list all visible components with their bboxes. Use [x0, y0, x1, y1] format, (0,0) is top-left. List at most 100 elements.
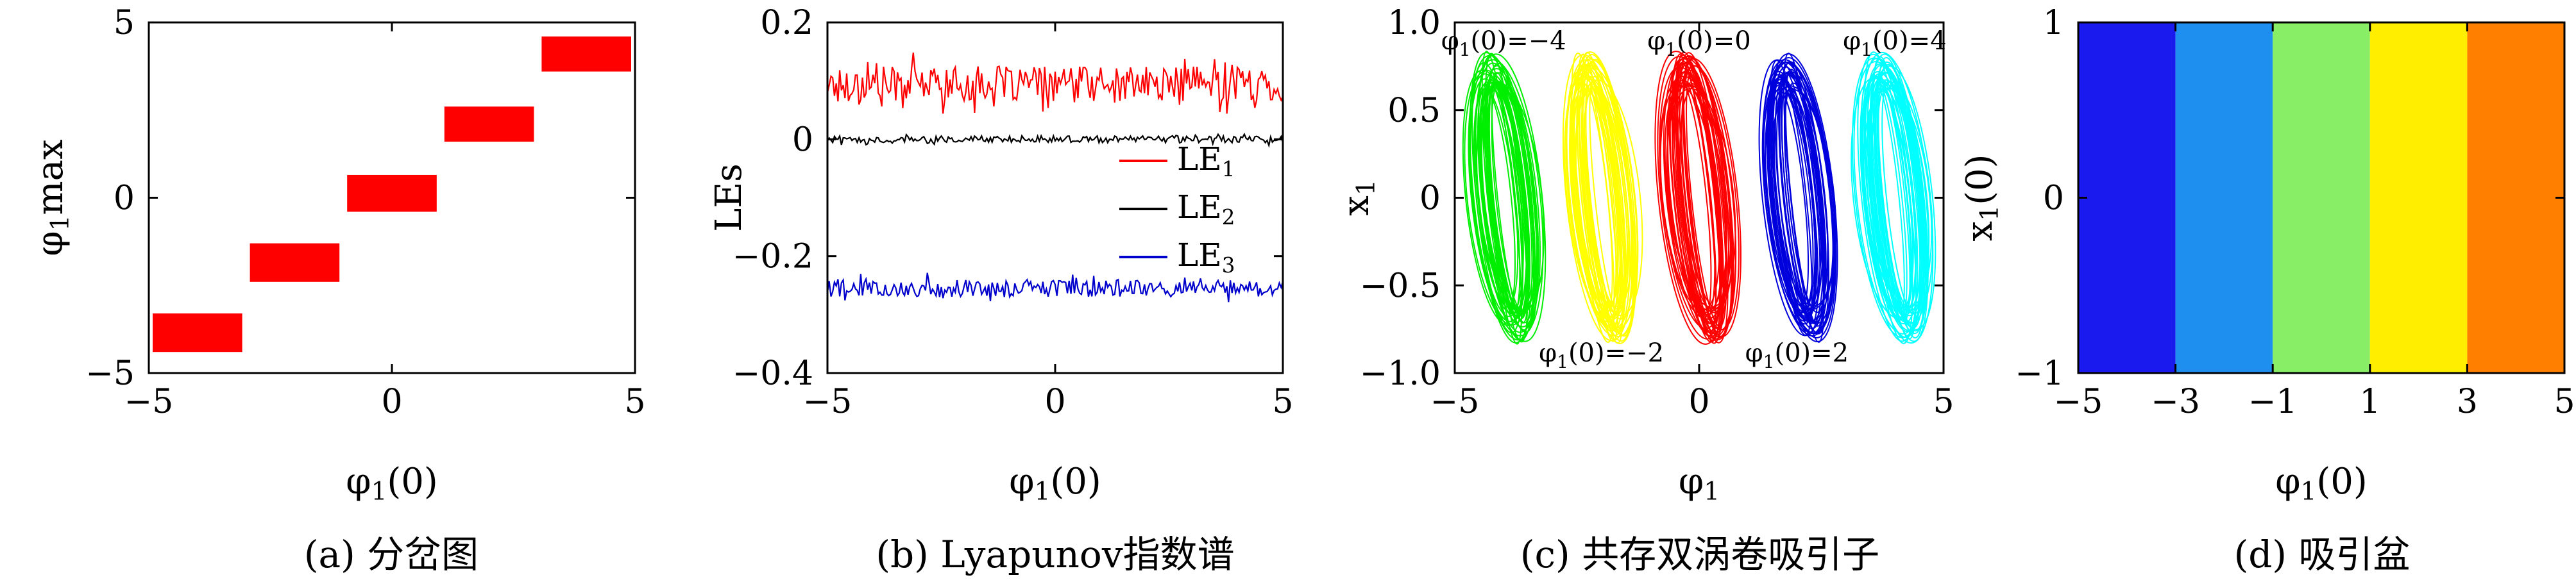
orbit-loop [1478, 68, 1541, 328]
x-tick-label: −1 [2248, 383, 2298, 421]
orbit-loop [1674, 55, 1734, 340]
x-tick-label: 5 [2554, 383, 2575, 421]
band-2 [347, 174, 437, 212]
orbit-loop [1581, 62, 1625, 333]
y-tick-label: 5 [114, 4, 135, 42]
attractor-label-1: φ1(0)=−2 [1539, 338, 1664, 372]
x-tick-label: −5 [124, 383, 174, 421]
y-tick-label: −0.4 [733, 354, 813, 393]
orbit-loop [1677, 82, 1727, 313]
x-tick-label: −3 [2151, 383, 2200, 421]
orbit-loop [1767, 53, 1838, 343]
y-tick-label: 1.0 [1387, 4, 1441, 42]
orbit-loop [1566, 69, 1622, 327]
orbit-loop [1569, 63, 1627, 332]
y-tick-label: −5 [85, 354, 135, 393]
x-tick-label: 0 [1688, 383, 1709, 421]
series-line-LE1 [826, 52, 1284, 114]
y-tick-label: 0.5 [1387, 92, 1441, 130]
x-tick-label: 5 [1933, 383, 1954, 421]
orbit-loop [1486, 62, 1538, 333]
y-tick-label: 0 [1419, 179, 1441, 218]
basin-region-2 [2273, 22, 2370, 373]
band-3 [444, 106, 534, 142]
x-tick-label: −5 [2054, 383, 2103, 421]
orbit-loop [1469, 52, 1533, 344]
series-line-LE3 [826, 272, 1284, 303]
orbit-loop [1462, 69, 1529, 326]
orbit-loop [1779, 61, 1829, 335]
panel-caption: (b) Lyapunov指数谱 [876, 533, 1234, 576]
orbit-loop [1778, 71, 1826, 325]
y-tick-label: −0.5 [1360, 267, 1441, 305]
orbit-loop [1769, 60, 1813, 336]
orbit-loop [1761, 62, 1836, 334]
legend-label-LE3: LE3 [1177, 237, 1235, 278]
attractor-0 [1462, 51, 1546, 345]
x-tick-label: 5 [1272, 383, 1293, 421]
orbit-loop [1580, 88, 1617, 307]
legend-label-LE1: LE1 [1177, 140, 1235, 181]
x-tick-label: 3 [2457, 383, 2478, 421]
x-axis-label: φ1(0) [346, 461, 437, 506]
orbit-loop [1666, 56, 1737, 340]
orbit-loop [1871, 73, 1911, 322]
orbit-loop [1860, 51, 1934, 344]
attractor-2 [1654, 51, 1741, 345]
orbit-loop [1686, 68, 1727, 328]
orbit-loop [1775, 71, 1834, 324]
y-axis-label: φ1max [30, 139, 75, 256]
attractor-label-3: φ1(0)=2 [1745, 338, 1849, 372]
basin-region-0 [2078, 22, 2176, 373]
orbit-loop [1485, 53, 1529, 343]
band-4 [541, 36, 631, 72]
orbit-loop [1659, 82, 1727, 313]
attractor-4 [1851, 51, 1936, 344]
orbit-loop [1578, 78, 1619, 317]
attractor-label-2: φ1(0)=0 [1647, 26, 1750, 60]
orbit-loop [1767, 72, 1829, 323]
band-1 [250, 243, 340, 282]
x-tick-label: 1 [2359, 383, 2380, 421]
x-tick-label: −5 [803, 383, 852, 421]
band-0 [153, 313, 242, 353]
basin-region-1 [2175, 22, 2273, 373]
orbit-loop [1485, 76, 1531, 320]
orbit-loop [1868, 87, 1914, 308]
orbit-loop [1469, 59, 1544, 337]
basin-region-3 [2369, 22, 2468, 373]
y-axis-label: LEs [708, 163, 750, 232]
orbit-loop [1877, 56, 1925, 339]
orbit-loop [1668, 59, 1722, 337]
orbit-loop [1468, 73, 1527, 322]
x-tick-label: 0 [1044, 383, 1065, 421]
panel-caption: (a) 分岔图 [304, 533, 479, 576]
orbit-loop [1575, 83, 1632, 312]
x-axis-label: φ1(0) [2275, 461, 2367, 506]
orbit-loop [1870, 72, 1929, 324]
x-axis-label: φ1 [1679, 461, 1720, 506]
basin-region-4 [2467, 22, 2564, 373]
attractor-3 [1758, 53, 1838, 343]
y-tick-label: 0 [2043, 179, 2064, 218]
orbit-loop [1784, 69, 1825, 327]
y-tick-label: −0.2 [733, 238, 813, 276]
y-tick-label: 0 [792, 121, 813, 159]
x-tick-label: 0 [381, 383, 402, 421]
x-tick-label: 5 [624, 383, 645, 421]
y-tick-label: 0 [114, 179, 135, 218]
orbit-loop [1862, 76, 1917, 320]
panel-d-basin: −5 −3 −1 1 3 5 1 0 −1 φ1(0) x1(0) (d) 吸引盆 [1959, 4, 2575, 576]
panel-caption: (c) 共存双涡卷吸引子 [1520, 533, 1879, 576]
orbit-loop [1853, 61, 1926, 335]
orbit-loop [1876, 87, 1913, 309]
legend-label-LE2: LE2 [1177, 188, 1235, 229]
series-line-LE2 [827, 132, 1284, 148]
attractor-1 [1562, 51, 1643, 344]
orbit-loop [1577, 53, 1619, 342]
orbit-loop [1857, 53, 1919, 342]
orbit-loop [1770, 78, 1817, 317]
orbit-loop [1475, 53, 1546, 342]
panel-a-bifurcation: −5 0 5 5 0 −5 φ1(0) φ1max (a) 分岔图 [30, 4, 646, 576]
